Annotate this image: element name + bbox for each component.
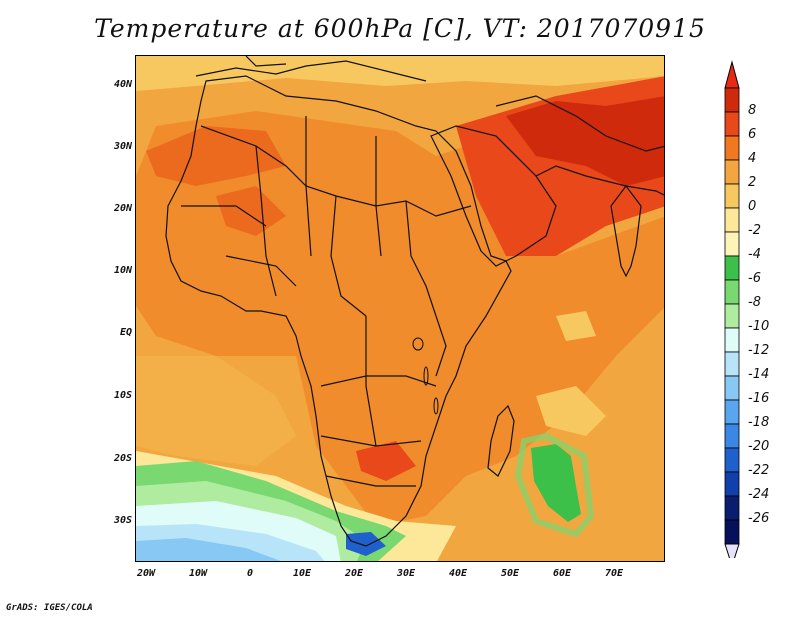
field-zone-0-2-indian (536, 386, 606, 436)
colorbar (724, 60, 740, 558)
colorbar-swatch (724, 231, 740, 257)
colorbar-label: -22 (748, 463, 770, 478)
colorbar-top-arrow (724, 60, 740, 89)
colorbar-label: -4 (748, 247, 761, 262)
field-zone-0-2-atlantic (136, 356, 296, 466)
coastlines (165, 56, 664, 547)
lat-label-20n: 20N (113, 203, 132, 214)
colorbar-swatch (724, 279, 740, 305)
colorbar-label: -2 (748, 223, 761, 238)
colorbar-label: -26 (748, 511, 770, 526)
colorbar-swatch (724, 399, 740, 425)
lon-label-50e: 50E (500, 568, 520, 579)
colorbar-swatch (724, 423, 740, 449)
colorbar-label: -14 (748, 367, 770, 382)
map-canvas (136, 56, 664, 561)
field-zone-minus14-minus16 (136, 538, 281, 561)
colorbar-label: -10 (748, 319, 770, 334)
field-zone-minus20-minus22 (346, 532, 386, 556)
colorbar-label: -12 (748, 343, 770, 358)
colorbar-label: 4 (748, 151, 757, 166)
lon-label-10w: 10W (188, 568, 208, 579)
field-zone-6-8 (506, 96, 664, 186)
colorbar-label: -20 (748, 439, 770, 454)
colorbar-swatch (724, 87, 740, 113)
lat-label-10n: 10N (113, 265, 132, 276)
colorbar-swatch (724, 207, 740, 233)
colorbar-swatch (724, 327, 740, 353)
colorbar-label: 6 (748, 127, 757, 142)
lat-label-30s: 30S (113, 515, 132, 526)
colorbar-label: -18 (748, 415, 770, 430)
colorbar-label: 2 (748, 175, 757, 190)
colorbar-swatch (724, 159, 740, 185)
colorbar-swatch (724, 303, 740, 329)
lon-label-70e: 70E (604, 568, 624, 579)
lon-label-30e: 30E (396, 568, 416, 579)
colorbar-swatch (724, 255, 740, 281)
colorbar-label: -6 (748, 271, 761, 286)
field-zone-0-2-arabian (556, 311, 596, 341)
colorbar-swatch (724, 495, 740, 521)
lat-label-eq: EQ (119, 327, 132, 338)
field-zone-4-6-west (146, 126, 286, 186)
lon-label-0: 0 (246, 568, 254, 579)
colorbar-swatch (724, 471, 740, 497)
credit-text: GrADS: IGES/COLA (6, 603, 93, 613)
lon-label-20w: 20W (136, 568, 156, 579)
temperature-map (135, 55, 665, 562)
colorbar-swatch (724, 111, 740, 137)
colorbar-label: -16 (748, 391, 770, 406)
colorbar-swatch (724, 135, 740, 161)
map-title: Temperature at 600hPa [C], VT: 201707091… (94, 14, 706, 43)
colorbar-label: -24 (748, 487, 770, 502)
colorbar-swatch (724, 375, 740, 401)
field-zone-minus6-mascarene-rim (514, 432, 595, 538)
field-zone-4-6-south (356, 441, 416, 481)
colorbar-swatch (724, 447, 740, 473)
lon-label-20e: 20E (344, 568, 364, 579)
lat-label-10s: 10S (113, 390, 132, 401)
colorbar-swatch (724, 519, 740, 545)
colorbar-swatch (724, 351, 740, 377)
colorbar-label: 8 (748, 103, 757, 118)
colorbar-label: -8 (748, 295, 761, 310)
lon-label-60e: 60E (552, 568, 572, 579)
lat-label-20s: 20S (113, 453, 132, 464)
colorbar-bottom-arrow (724, 543, 740, 558)
lon-label-40e: 40E (448, 568, 468, 579)
lakes (412, 337, 439, 415)
colorbar-label: 0 (748, 199, 757, 214)
colorbar-swatch (724, 183, 740, 209)
lat-label-40n: 40N (113, 79, 132, 90)
lat-label-30n: 30N (113, 141, 132, 152)
field-zone-4-6-sahel (216, 186, 286, 236)
lon-label-10e: 10E (292, 568, 312, 579)
field-zone-minus4-minus6-mascarene (531, 444, 581, 522)
